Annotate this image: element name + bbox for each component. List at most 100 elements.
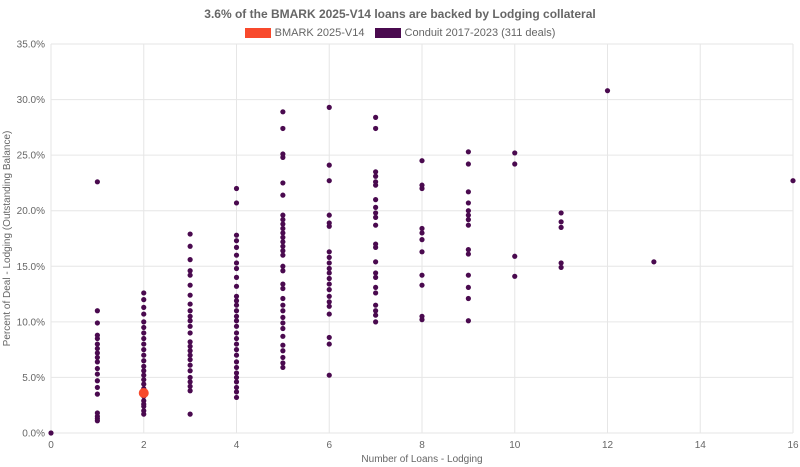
conduit-point[interactable] (233, 265, 240, 272)
conduit-point[interactable] (141, 330, 147, 336)
conduit-point[interactable] (233, 364, 240, 371)
conduit-point[interactable] (419, 317, 425, 323)
conduit-point[interactable] (233, 308, 240, 314)
conduit-point[interactable] (280, 154, 286, 160)
conduit-point[interactable] (373, 182, 379, 188)
conduit-point[interactable] (280, 212, 286, 218)
conduit-point[interactable] (651, 259, 657, 265)
conduit-point[interactable] (280, 285, 286, 292)
conduit-point[interactable] (280, 234, 286, 240)
conduit-point[interactable] (280, 180, 286, 186)
conduit-point[interactable] (373, 244, 379, 250)
conduit-point[interactable] (94, 350, 100, 356)
conduit-point[interactable] (187, 308, 193, 314)
conduit-point[interactable] (187, 362, 193, 368)
conduit-point[interactable] (280, 268, 286, 274)
conduit-point[interactable] (558, 224, 564, 230)
conduit-point[interactable] (187, 339, 193, 345)
bmark-point[interactable] (138, 387, 149, 398)
conduit-point[interactable] (373, 259, 379, 265)
conduit-point[interactable] (233, 359, 240, 365)
conduit-point[interactable] (94, 308, 100, 314)
conduit-point[interactable] (373, 125, 379, 132)
conduit-point[interactable] (326, 212, 332, 218)
conduit-point[interactable] (326, 162, 332, 168)
conduit-point[interactable] (465, 149, 471, 155)
conduit-point[interactable] (141, 304, 147, 311)
conduit-point[interactable] (373, 290, 379, 296)
conduit-point[interactable] (187, 383, 193, 389)
conduit-point[interactable] (233, 200, 240, 206)
conduit-point[interactable] (419, 272, 425, 278)
conduit-point[interactable] (187, 282, 193, 288)
conduit-point[interactable] (187, 374, 193, 381)
conduit-point[interactable] (373, 302, 379, 308)
conduit-point[interactable] (373, 312, 379, 318)
conduit-point[interactable] (326, 178, 332, 184)
conduit-point[interactable] (326, 265, 332, 272)
conduit-point[interactable] (373, 319, 379, 325)
conduit-point[interactable] (141, 311, 147, 317)
conduit-point[interactable] (419, 185, 425, 192)
conduit-point[interactable] (94, 345, 100, 352)
conduit-point[interactable] (94, 391, 100, 397)
conduit-point[interactable] (94, 341, 100, 347)
conduit-point[interactable] (280, 239, 286, 245)
conduit-point[interactable] (326, 104, 332, 110)
conduit-point[interactable] (465, 295, 471, 302)
legend-item-bmark[interactable]: BMARK 2025-V14 (244, 27, 365, 39)
conduit-point[interactable] (187, 318, 193, 324)
conduit-point[interactable] (233, 374, 240, 381)
conduit-point[interactable] (465, 217, 471, 223)
conduit-point[interactable] (465, 251, 471, 257)
conduit-point[interactable] (280, 354, 286, 361)
conduit-point[interactable] (233, 384, 240, 391)
conduit-point[interactable] (233, 335, 240, 342)
conduit-point[interactable] (94, 384, 100, 391)
conduit-point[interactable] (94, 335, 100, 342)
conduit-point[interactable] (233, 293, 240, 299)
conduit-point[interactable] (280, 252, 286, 258)
conduit-point[interactable] (465, 318, 471, 324)
conduit-point[interactable] (373, 284, 379, 291)
conduit-point[interactable] (280, 325, 286, 332)
conduit-point[interactable] (141, 377, 147, 383)
conduit-point[interactable] (141, 297, 147, 303)
conduit-point[interactable] (94, 371, 100, 377)
conduit-point[interactable] (465, 284, 471, 291)
conduit-point[interactable] (280, 230, 286, 236)
conduit-point[interactable] (233, 260, 240, 266)
conduit-point[interactable] (280, 314, 286, 321)
conduit-point[interactable] (419, 282, 425, 288)
conduit-point[interactable] (280, 364, 286, 371)
conduit-point[interactable] (326, 303, 332, 309)
conduit-point[interactable] (187, 292, 193, 298)
conduit-point[interactable] (141, 352, 147, 358)
conduit-point[interactable] (233, 185, 240, 192)
conduit-point[interactable] (558, 210, 564, 216)
conduit-point[interactable] (326, 293, 332, 299)
conduit-point[interactable] (141, 290, 147, 296)
conduit-point[interactable] (326, 287, 332, 293)
conduit-point[interactable] (187, 257, 193, 263)
conduit-point[interactable] (558, 219, 564, 225)
conduit-point[interactable] (187, 243, 193, 249)
conduit-point[interactable] (233, 389, 240, 395)
conduit-point[interactable] (187, 313, 193, 319)
conduit-point[interactable] (187, 388, 193, 394)
conduit-point[interactable] (141, 347, 147, 353)
conduit-point[interactable] (280, 221, 286, 227)
conduit-point[interactable] (419, 249, 425, 255)
conduit-point[interactable] (94, 418, 100, 424)
conduit-point[interactable] (233, 244, 240, 250)
conduit-point[interactable] (373, 308, 379, 314)
conduit-point[interactable] (233, 323, 240, 329)
conduit-point[interactable] (141, 368, 147, 374)
conduit-point[interactable] (233, 341, 240, 347)
conduit-point[interactable] (187, 231, 193, 237)
conduit-point[interactable] (233, 283, 240, 289)
conduit-point[interactable] (141, 363, 147, 369)
conduit-point[interactable] (326, 281, 332, 287)
conduit-point[interactable] (790, 178, 796, 184)
conduit-point[interactable] (419, 158, 425, 164)
